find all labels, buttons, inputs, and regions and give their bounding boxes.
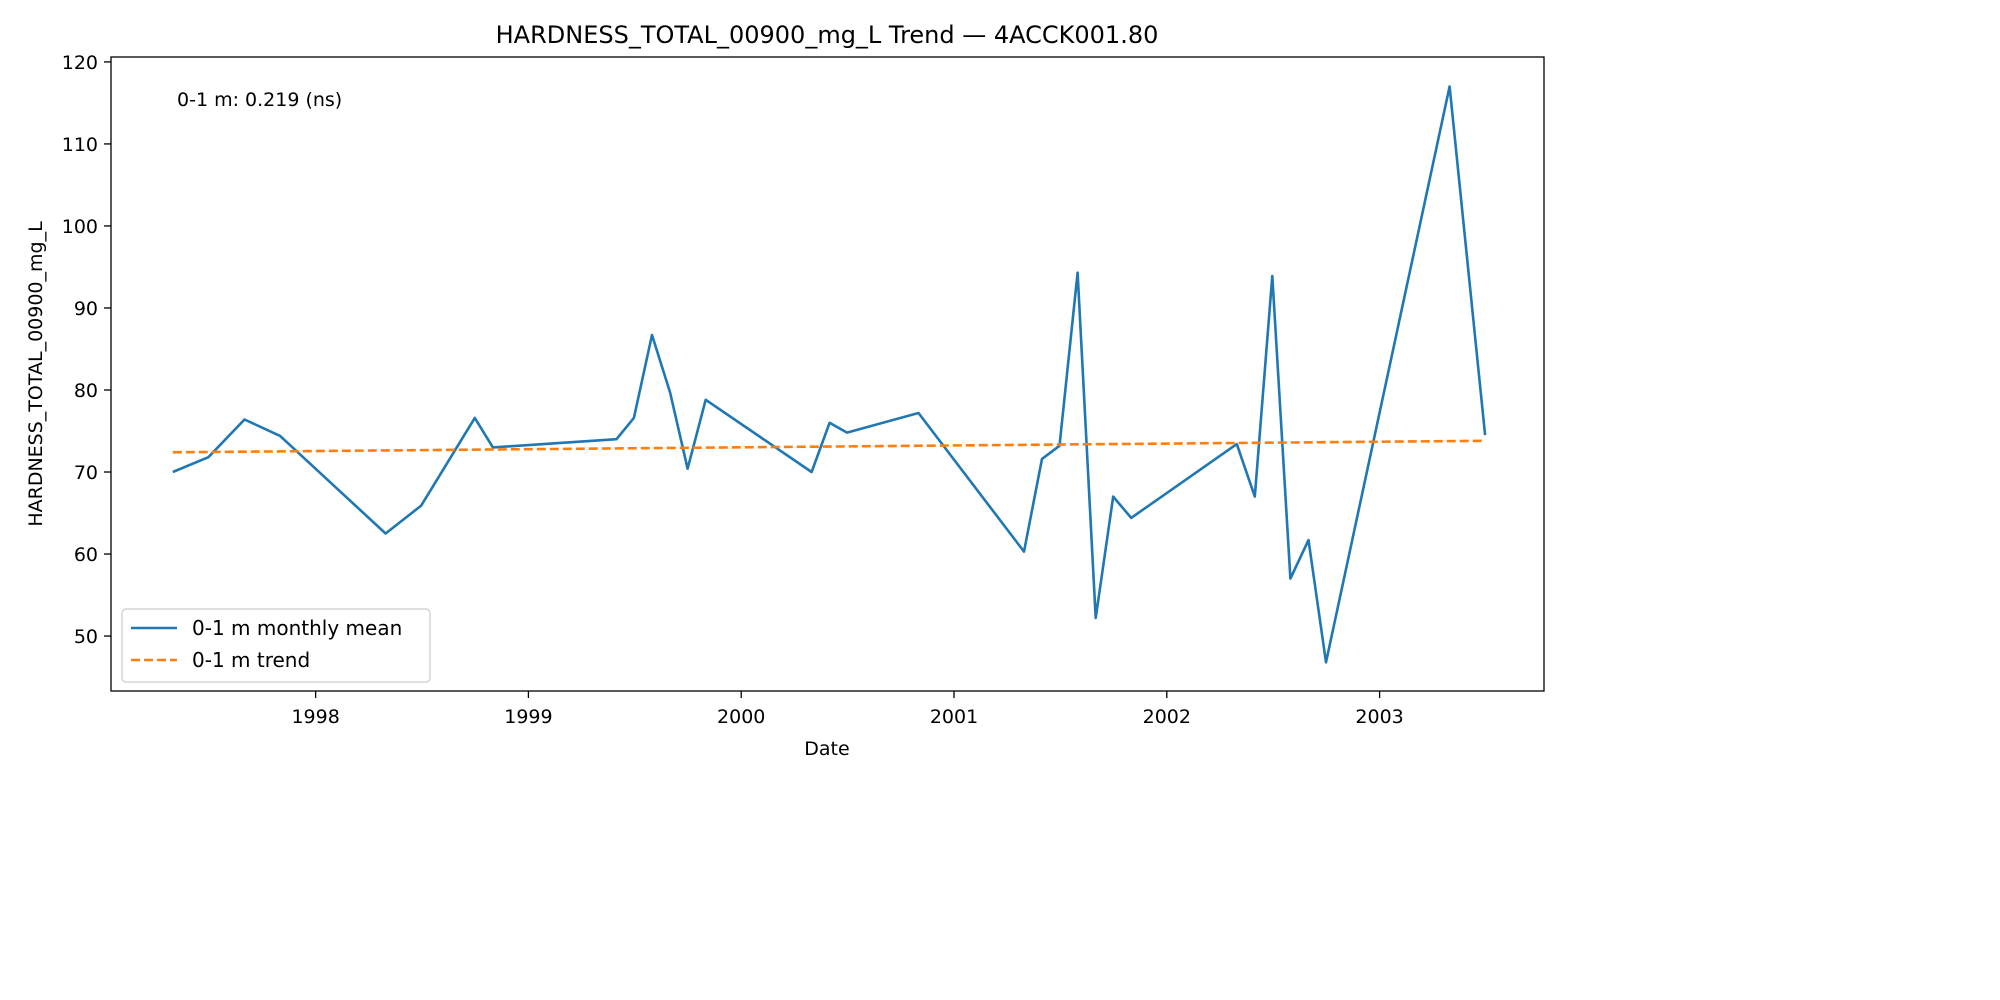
legend-label-monthly-mean: 0-1 m monthly mean bbox=[192, 616, 402, 640]
y-tick-label: 90 bbox=[74, 298, 98, 320]
x-axis: 1998 1999 2000 2001 2002 2003 bbox=[291, 691, 1404, 728]
series-layer bbox=[172, 85, 1487, 664]
x-tick-label: 1999 bbox=[504, 706, 552, 728]
x-tick-label: 2003 bbox=[1355, 706, 1403, 728]
legend: 0-1 m monthly mean 0-1 m trend bbox=[121, 608, 431, 683]
trend-annotation: 0-1 m: 0.219 (ns) bbox=[177, 89, 342, 111]
x-tick-label: 2000 bbox=[717, 706, 765, 728]
series-line-0-1-m-monthly-mean bbox=[172, 85, 1487, 664]
plot-frame bbox=[110, 56, 1545, 692]
x-axis-label: Date bbox=[804, 738, 849, 760]
y-tick-label: 120 bbox=[62, 52, 98, 74]
y-tick-label: 70 bbox=[74, 462, 98, 484]
chart: HARDNESS_TOTAL_00900_mg_L Trend — 4ACCK0… bbox=[25, 21, 1545, 760]
y-axis-label: HARDNESS_TOTAL_00900_mg_L bbox=[25, 221, 47, 527]
chart-title: HARDNESS_TOTAL_00900_mg_L Trend — 4ACCK0… bbox=[496, 21, 1159, 49]
x-tick-label: 1998 bbox=[291, 706, 339, 728]
legend-box bbox=[121, 608, 431, 683]
series-line-0-1-m-trend bbox=[172, 439, 1486, 454]
x-tick-label: 2001 bbox=[930, 706, 978, 728]
x-tick-label: 2002 bbox=[1143, 706, 1191, 728]
y-axis: 50 60 70 80 90 100 110 120 bbox=[62, 52, 111, 648]
y-tick-label: 60 bbox=[74, 544, 98, 566]
y-tick-label: 50 bbox=[74, 626, 98, 648]
y-tick-label: 110 bbox=[62, 134, 98, 156]
legend-label-trend: 0-1 m trend bbox=[192, 648, 310, 672]
y-tick-label: 100 bbox=[62, 216, 98, 238]
y-tick-label: 80 bbox=[74, 380, 98, 402]
